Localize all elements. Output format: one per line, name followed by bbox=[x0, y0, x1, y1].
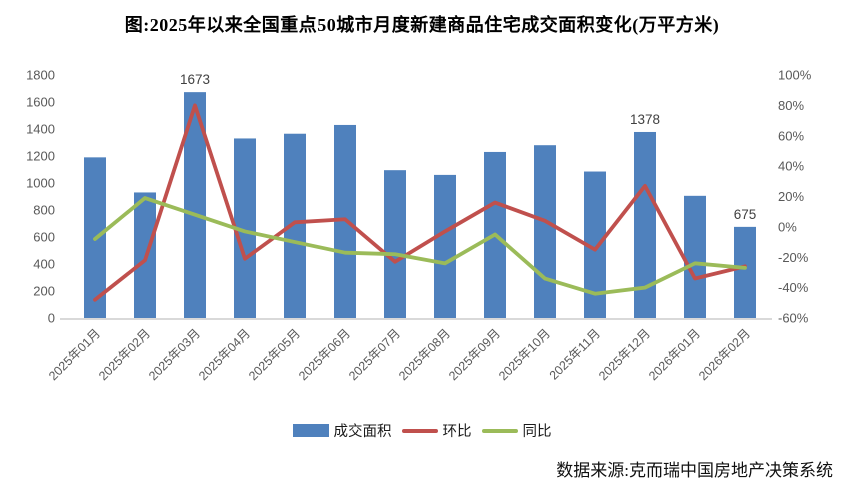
left-axis-tick-label: 1200 bbox=[26, 149, 55, 164]
left-axis-tick-label: 1400 bbox=[26, 122, 55, 137]
legend-label-mom: 环比 bbox=[442, 424, 472, 440]
legend-mom-line-swatch bbox=[401, 428, 438, 433]
data-source-note: 数据来源:克而瑞中国房地产决策系统 bbox=[556, 461, 833, 480]
right-axis-tick-label: -40% bbox=[778, 280, 809, 295]
bar-2025年05月 bbox=[284, 133, 306, 318]
mom-line bbox=[93, 103, 747, 302]
bar-value-label: 1673 bbox=[180, 72, 210, 87]
legend-yoy-line-swatch bbox=[481, 428, 518, 433]
x-axis-label: 2025年01月 bbox=[46, 326, 103, 383]
left-axis-tick-label: 1000 bbox=[26, 176, 55, 191]
left-axis-tick-label: 200 bbox=[33, 284, 55, 299]
yoy-line bbox=[93, 196, 747, 296]
right-axis-tick-label: 60% bbox=[778, 128, 804, 143]
right-axis-tick-label: 20% bbox=[778, 189, 804, 204]
legend-item-mom: 环比 bbox=[401, 420, 472, 441]
bar-2025年03月 bbox=[184, 92, 206, 319]
x-axis-label: 2025年02月 bbox=[96, 326, 153, 383]
left-axis-tick-label: 800 bbox=[33, 203, 55, 218]
chart-legend: 成交面积 环比 同比 bbox=[0, 420, 844, 441]
bar-2026年02月 bbox=[734, 226, 756, 318]
x-axis-label: 2025年08月 bbox=[396, 326, 453, 383]
bar-2025年07月 bbox=[384, 170, 406, 318]
bar-2025年08月 bbox=[434, 174, 456, 318]
x-axis-label: 2026年01月 bbox=[646, 326, 703, 383]
bar-2025年04月 bbox=[234, 138, 256, 318]
x-axis-label: 2025年03月 bbox=[146, 326, 203, 383]
x-axis-label: 2025年11月 bbox=[547, 326, 603, 382]
right-axis-tick-label: -20% bbox=[778, 250, 809, 265]
legend-bar-swatch bbox=[292, 424, 329, 437]
legend-label-transaction-area: 成交面积 bbox=[333, 424, 392, 440]
x-axis-label: 2025年09月 bbox=[446, 326, 503, 383]
left-axis-tick-label: 600 bbox=[33, 230, 55, 245]
bar-value-label: 675 bbox=[734, 207, 757, 222]
left-axis-tick-label: 400 bbox=[33, 257, 55, 272]
bar-value-label: 1378 bbox=[630, 112, 660, 127]
legend-label-yoy: 同比 bbox=[522, 424, 552, 440]
x-axis-label: 2025年12月 bbox=[596, 326, 653, 383]
x-axis-label: 2025年04月 bbox=[196, 326, 253, 383]
x-axis-label: 2026年02月 bbox=[696, 326, 753, 383]
left-axis-tick-label: 1800 bbox=[26, 68, 55, 83]
x-axis-label: 2025年10月 bbox=[496, 326, 553, 383]
x-axis-label: 2025年07月 bbox=[346, 326, 403, 383]
bar-2026年01月 bbox=[684, 195, 706, 318]
right-axis-tick-label: 40% bbox=[778, 159, 804, 174]
legend-item-transaction-area: 成交面积 bbox=[292, 420, 392, 441]
bar-2025年11月 bbox=[584, 171, 606, 318]
right-axis-tick-label: 0% bbox=[778, 219, 797, 234]
right-axis-tick-label: 100% bbox=[778, 68, 812, 83]
right-axis-tick-label: 80% bbox=[778, 98, 804, 113]
left-axis-tick-label: 1600 bbox=[26, 95, 55, 110]
x-axis-label: 2025年05月 bbox=[246, 326, 303, 383]
chart-plot-area: 0 200 400 600 800 1000 1200 1400 1600 1800 -60% -40… bbox=[26, 68, 812, 384]
legend-item-yoy: 同比 bbox=[481, 420, 552, 441]
x-axis-label: 2025年06月 bbox=[296, 326, 353, 383]
chart-title: 图:2025年以来全国重点50城市月度新建商品住宅成交面积变化(万平方米) bbox=[124, 15, 720, 35]
bar-2025年10月 bbox=[534, 145, 556, 318]
left-axis-tick-label: 0 bbox=[48, 311, 55, 326]
right-axis-tick-label: -60% bbox=[778, 311, 809, 326]
bar-2025年12月 bbox=[634, 131, 656, 318]
